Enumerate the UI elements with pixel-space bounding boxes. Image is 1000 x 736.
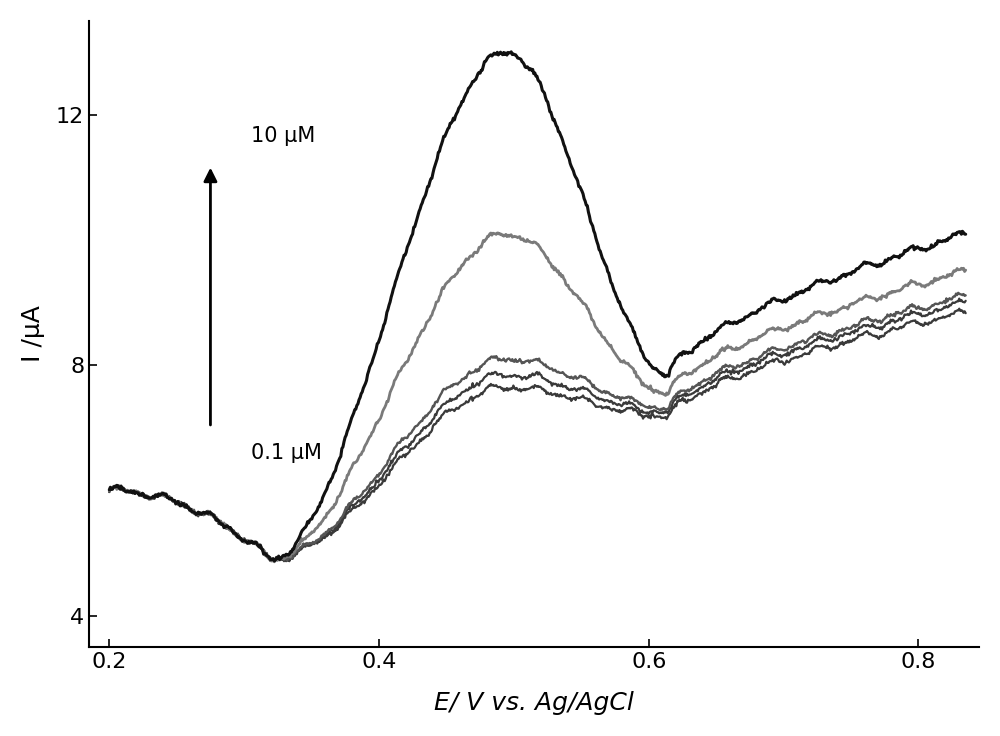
Y-axis label: I /μA: I /μA bbox=[21, 305, 45, 362]
X-axis label: E/ V vs. Ag/AgCl: E/ V vs. Ag/AgCl bbox=[434, 691, 634, 715]
Text: 10 μM: 10 μM bbox=[251, 126, 315, 146]
Text: 0.1 μM: 0.1 μM bbox=[251, 443, 322, 464]
